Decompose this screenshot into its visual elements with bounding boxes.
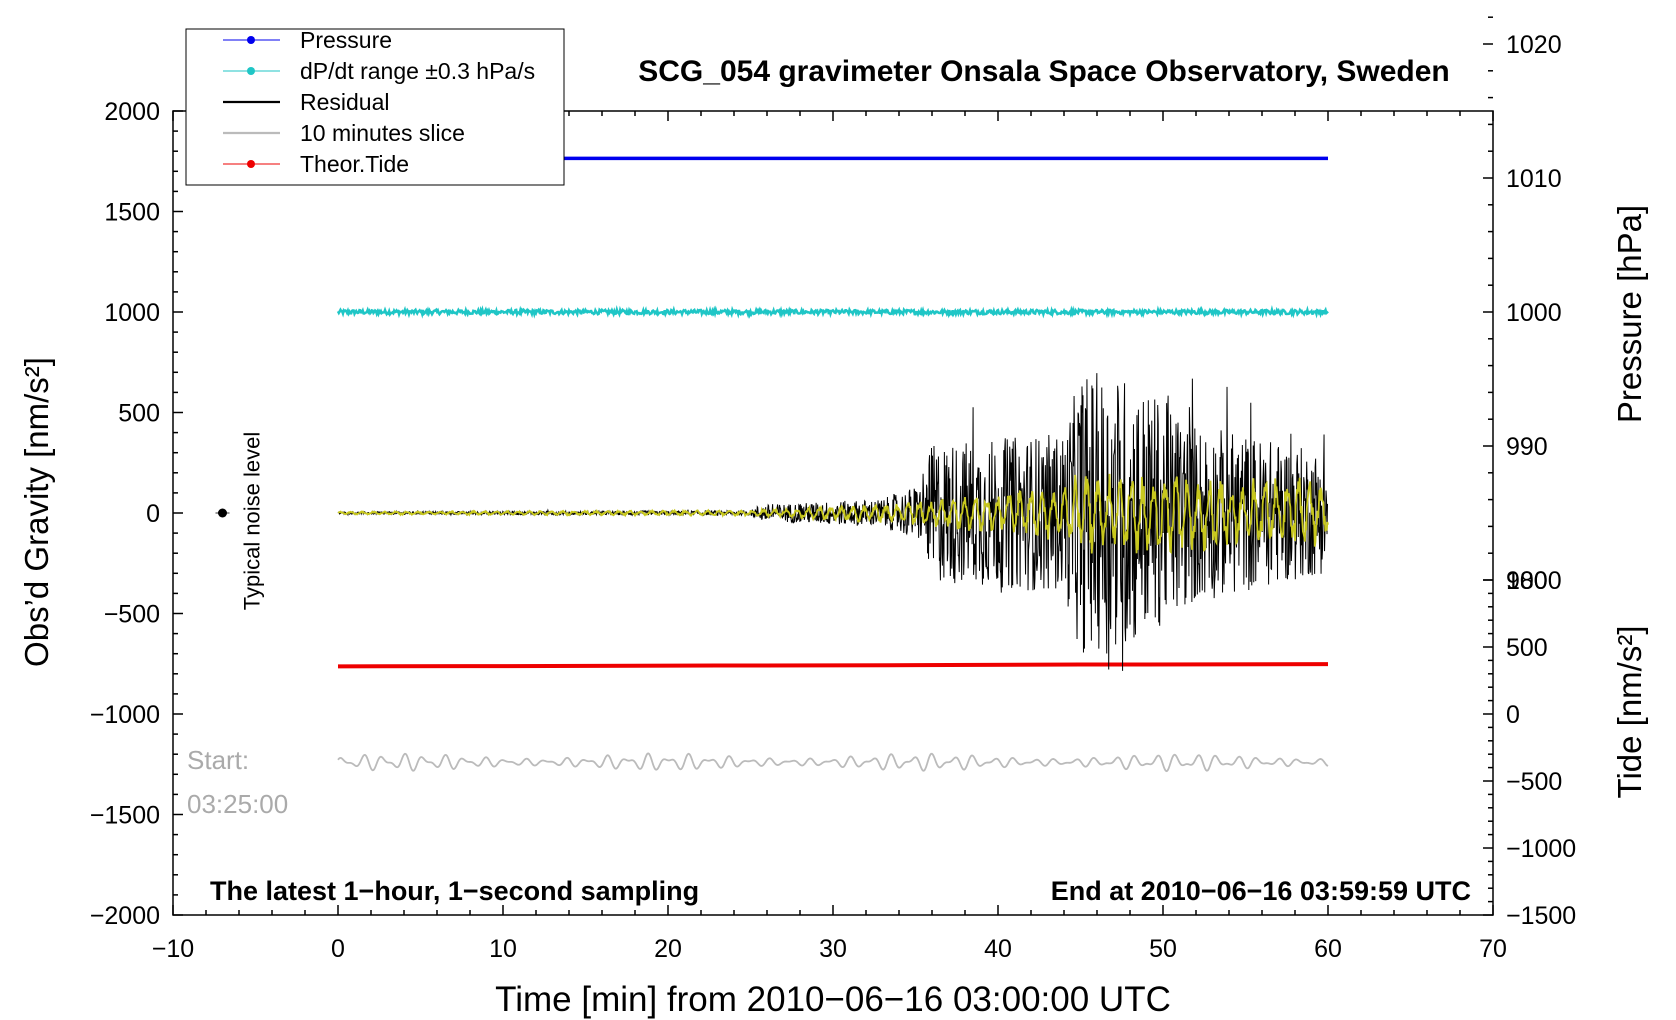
y-tick-label: 0 (146, 500, 160, 528)
legend-label: Pressure (300, 27, 392, 53)
data-series (215, 156, 1329, 773)
x-tick-label: 70 (1479, 935, 1507, 963)
tide-tick-label: 0 (1506, 701, 1520, 729)
y-tick-label: −1500 (90, 802, 160, 830)
tide-tick-label: 1000 (1506, 567, 1562, 595)
legend-entries: Pressure dP/dt range ±0.3 hPa/s Residual 10… (223, 27, 535, 177)
start-time: 03:25:00 (187, 789, 288, 819)
y-tick-label: 1000 (104, 299, 160, 327)
x-tick-label: 60 (1314, 935, 1342, 963)
tick-labels: −10 0 10 20 30 40 50 60 702000150010005000−500−1… (90, 31, 1576, 963)
x-tick-label: −10 (152, 935, 194, 963)
y-tick-label: 500 (118, 400, 160, 428)
x-tick-label: 30 (819, 935, 847, 963)
pressure-tick-label: 990 (1506, 433, 1548, 461)
tide-tick-label: −1000 (1506, 835, 1576, 863)
x-tick-label: 0 (331, 935, 345, 963)
y-tick-label: −2000 (90, 902, 160, 930)
tide-tick-label: −500 (1506, 768, 1562, 796)
x-tick-label: 10 (489, 935, 517, 963)
x-tick-label: 40 (984, 935, 1012, 963)
series-dpdt (336, 305, 1329, 319)
pressure-tick-label: 980 (1506, 567, 1548, 595)
y-tick-label: 1500 (104, 199, 160, 227)
legend-label: Residual (300, 89, 390, 115)
bottom-right-annotation: End at 2010−06−16 03:59:59 UTC (1051, 876, 1471, 906)
y-tick-label: −500 (104, 601, 160, 629)
x-tick-label: 20 (654, 935, 682, 963)
y-tick-label: 2000 (104, 98, 160, 126)
legend-marker (247, 160, 255, 168)
y-axis-label-pressure: Pressure [hPa] (1611, 205, 1648, 423)
noise-label: Typical noise level (240, 432, 265, 611)
x-tick-label: 50 (1149, 935, 1177, 963)
start-label: Start: (187, 745, 249, 775)
series-filtered (337, 473, 1329, 555)
legend-label: 10 minutes slice (300, 120, 465, 146)
chart-title: SCG_054 gravimeter Onsala Space Observat… (638, 55, 1450, 88)
y-axis-label-gravity: Obs’d Gravity [nm/s²] (18, 357, 55, 667)
pressure-tick-label: 1000 (1506, 299, 1562, 327)
y-axis-label-tide: Tide [nm/s²] (1611, 626, 1648, 799)
pressure-tick-label: 1010 (1506, 165, 1562, 193)
bottom-left-annotation: The latest 1−hour, 1−second sampling (210, 876, 699, 906)
legend-box (185, 28, 565, 186)
legend-label: Theor.Tide (300, 151, 409, 177)
noise-marker (218, 508, 227, 518)
tide-tick-label: 500 (1506, 634, 1548, 662)
tide-tick-label: −1500 (1506, 902, 1576, 930)
pressure-tick-label: 1020 (1506, 31, 1562, 59)
legend-marker (247, 67, 255, 75)
y-tick-label: −1000 (90, 701, 160, 729)
legend-marker (247, 36, 255, 44)
x-axis-label: Time [min] from 2010−06−16 03:00:00 UTC (495, 980, 1171, 1019)
series-10min-slice (337, 752, 1329, 773)
series-theor-tide (337, 662, 1329, 669)
legend: Pressure dP/dt range ±0.3 hPa/s Residual 10… (185, 27, 565, 186)
legend-label: dP/dt range ±0.3 hPa/s (300, 58, 535, 84)
